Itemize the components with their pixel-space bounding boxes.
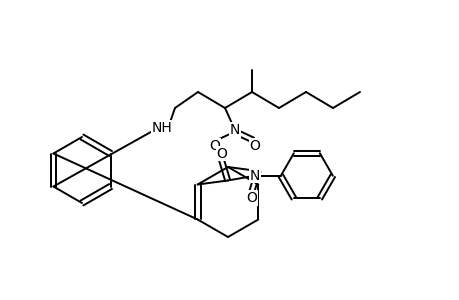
Text: N: N — [230, 123, 240, 137]
Text: O: O — [216, 146, 227, 161]
Text: O: O — [249, 139, 260, 153]
Text: O: O — [246, 191, 257, 205]
Text: O: O — [209, 139, 220, 153]
Text: NH: NH — [151, 121, 172, 135]
Text: N: N — [249, 169, 259, 183]
